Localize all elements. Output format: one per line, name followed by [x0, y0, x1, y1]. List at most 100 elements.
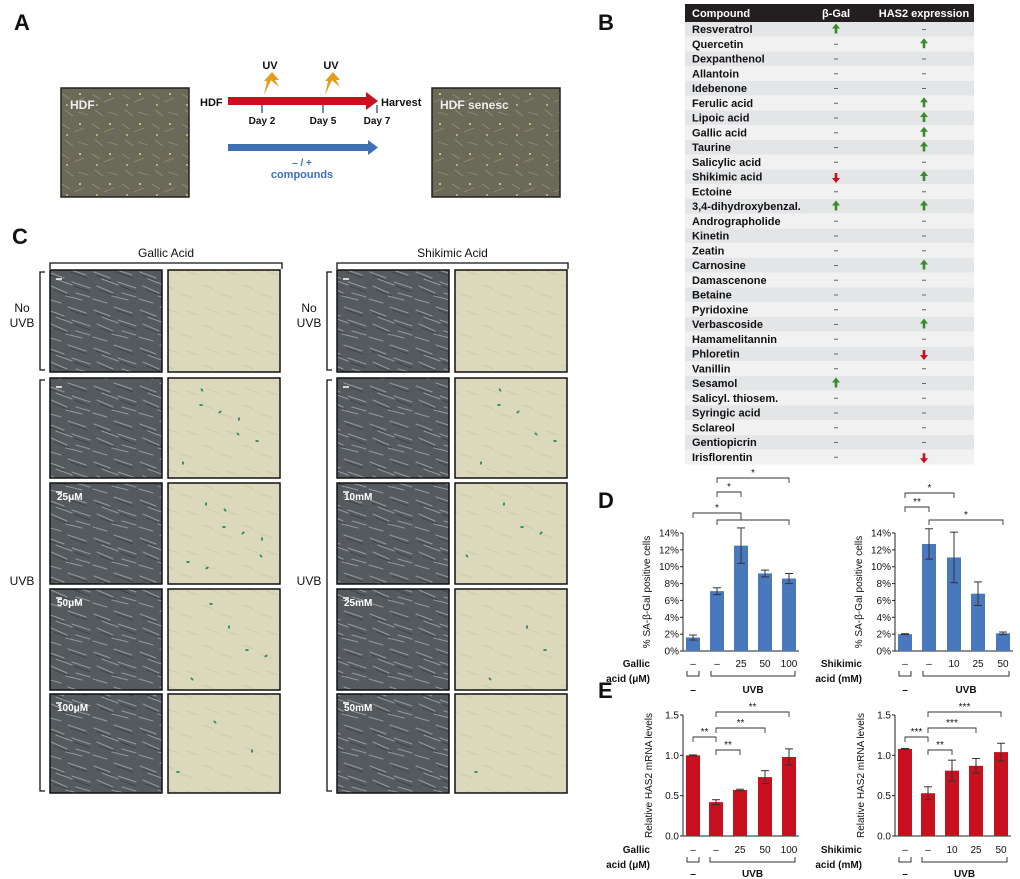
compound-name: Syringic acid: [692, 408, 760, 420]
y-tick-label: 8%: [877, 579, 892, 590]
x-tick-label: –: [690, 845, 696, 856]
table-row: Dexpanthenol: [685, 51, 974, 67]
significance-label: *: [751, 468, 755, 479]
significance-bracket: [927, 727, 977, 733]
compound-name: Salicylic acid: [692, 157, 761, 169]
row-label-no: No: [301, 301, 317, 315]
bar: [733, 790, 747, 836]
compound-name: Ferulic acid: [692, 98, 753, 110]
stained-cell: [222, 526, 226, 528]
arrow-head: [832, 377, 840, 383]
bar-chart-e-shikimic: 0.0 0.5 1.0 1.5 Relative HAS2 mRNA levels – – 1…: [815, 702, 1011, 879]
arrow-shaft: [834, 204, 838, 211]
compound-name: Gentiopicrin: [692, 437, 757, 449]
arrow-shaft: [922, 145, 926, 152]
significance-label: **: [936, 740, 944, 751]
hdf-senesc-image-label: HDF senesc: [440, 98, 509, 112]
y-tick-label: 12%: [871, 545, 891, 556]
no-uvb-bracket: [39, 271, 45, 371]
bar: [782, 578, 796, 651]
row-background: [685, 154, 974, 170]
table-row: Salicylic acid: [685, 154, 974, 170]
row-background: [685, 66, 974, 81]
compound-name: Vanillin: [692, 363, 731, 375]
significance-label: ***: [946, 718, 958, 729]
row-background: [685, 140, 974, 155]
stained-cell: [479, 461, 483, 465]
significance-label: **: [913, 497, 921, 508]
row-background: [685, 346, 974, 362]
bar: [710, 591, 724, 651]
arrow-up-icon: [832, 377, 840, 388]
x-tick-label: 25: [735, 659, 747, 670]
x-tick-label: –: [713, 845, 719, 856]
row-background: [685, 213, 974, 229]
stained-cell: [186, 560, 190, 564]
arrow-shaft: [922, 101, 926, 108]
arrow-head: [920, 38, 928, 44]
arrow-shaft: [922, 130, 926, 137]
table-row: Gentiopicrin: [685, 435, 974, 450]
bar: [921, 793, 935, 836]
no-uvb-bracket: [326, 271, 332, 371]
group-label: –: [902, 869, 908, 879]
significance-label: *: [727, 482, 731, 493]
significance-group-bracket: [716, 519, 790, 525]
group-title: Shikimic Acid: [417, 246, 488, 260]
significance-bracket: [904, 506, 930, 512]
table-row: Zeatin: [685, 243, 974, 258]
row-background: [685, 449, 974, 465]
y-tick-label: 6%: [665, 596, 680, 607]
significance-label: *: [715, 503, 719, 514]
row-background: [685, 125, 974, 140]
bar: [782, 756, 796, 836]
hdf-image-label: HDF: [70, 98, 95, 112]
table-row: Pyridoxine: [685, 302, 974, 317]
significance-bracket: [716, 477, 790, 483]
beta-gal-stain-image: [167, 693, 281, 794]
table-row: Sclareol: [685, 420, 974, 435]
compound-name: Sesamol: [692, 378, 737, 390]
stained-cell: [250, 749, 254, 753]
y-tick-label: 14%: [871, 529, 891, 540]
hdf-micrograph: [60, 87, 190, 198]
row-background: [685, 51, 974, 67]
row-background: [685, 420, 974, 435]
x-row-label: Gallic: [623, 659, 651, 670]
x-tick-label: –: [902, 659, 908, 670]
arrow-head: [920, 259, 928, 265]
compound-name: Andrographolide: [692, 216, 781, 228]
beta-gal-stain-image: [454, 693, 568, 794]
arrow-up-icon: [920, 171, 928, 181]
y-tick-label: 1.0: [665, 751, 679, 762]
panel-a: HDF HDF senesc HDF Harvest UV UV Day 2 Day 5 Day…: [60, 60, 561, 198]
arrow-up-icon: [832, 23, 840, 34]
compound-name: Hamamelitannin: [692, 334, 777, 346]
table-row: Taurine: [685, 140, 974, 155]
lightning-bolt-icon: [264, 72, 279, 95]
stained-cell: [488, 677, 492, 681]
row-background: [685, 361, 974, 376]
group-label: UVB: [742, 685, 763, 696]
arrow-head: [832, 23, 840, 29]
bar-chart-d-gallic: 0% 2% 4% 6% 8% 10% 12% 14% % SA-β-Gal positive c…: [606, 468, 799, 696]
table-row: Andrographolide: [685, 213, 974, 229]
arrow-head: [920, 112, 928, 117]
row-background: [685, 302, 974, 317]
stained-cell: [553, 439, 557, 443]
y-axis-label: % SA-β-Gal positive cells: [642, 536, 653, 648]
row-background: [685, 22, 974, 37]
stained-cell: [218, 410, 222, 414]
row-background: [685, 228, 974, 244]
row-background: [685, 110, 974, 126]
y-tick-label: 0.5: [665, 791, 679, 802]
group-bracket: [49, 262, 283, 269]
y-axis-label: Relative HAS2 mRNA levels: [856, 713, 867, 838]
stained-cell: [260, 537, 264, 541]
compound-name: Taurine: [692, 142, 731, 154]
compound-name: Carnosine: [692, 260, 746, 272]
bar: [734, 545, 748, 651]
arrow-shaft: [834, 27, 838, 34]
harvest-label: Harvest: [381, 97, 422, 109]
x-tick-label: –: [925, 845, 931, 856]
